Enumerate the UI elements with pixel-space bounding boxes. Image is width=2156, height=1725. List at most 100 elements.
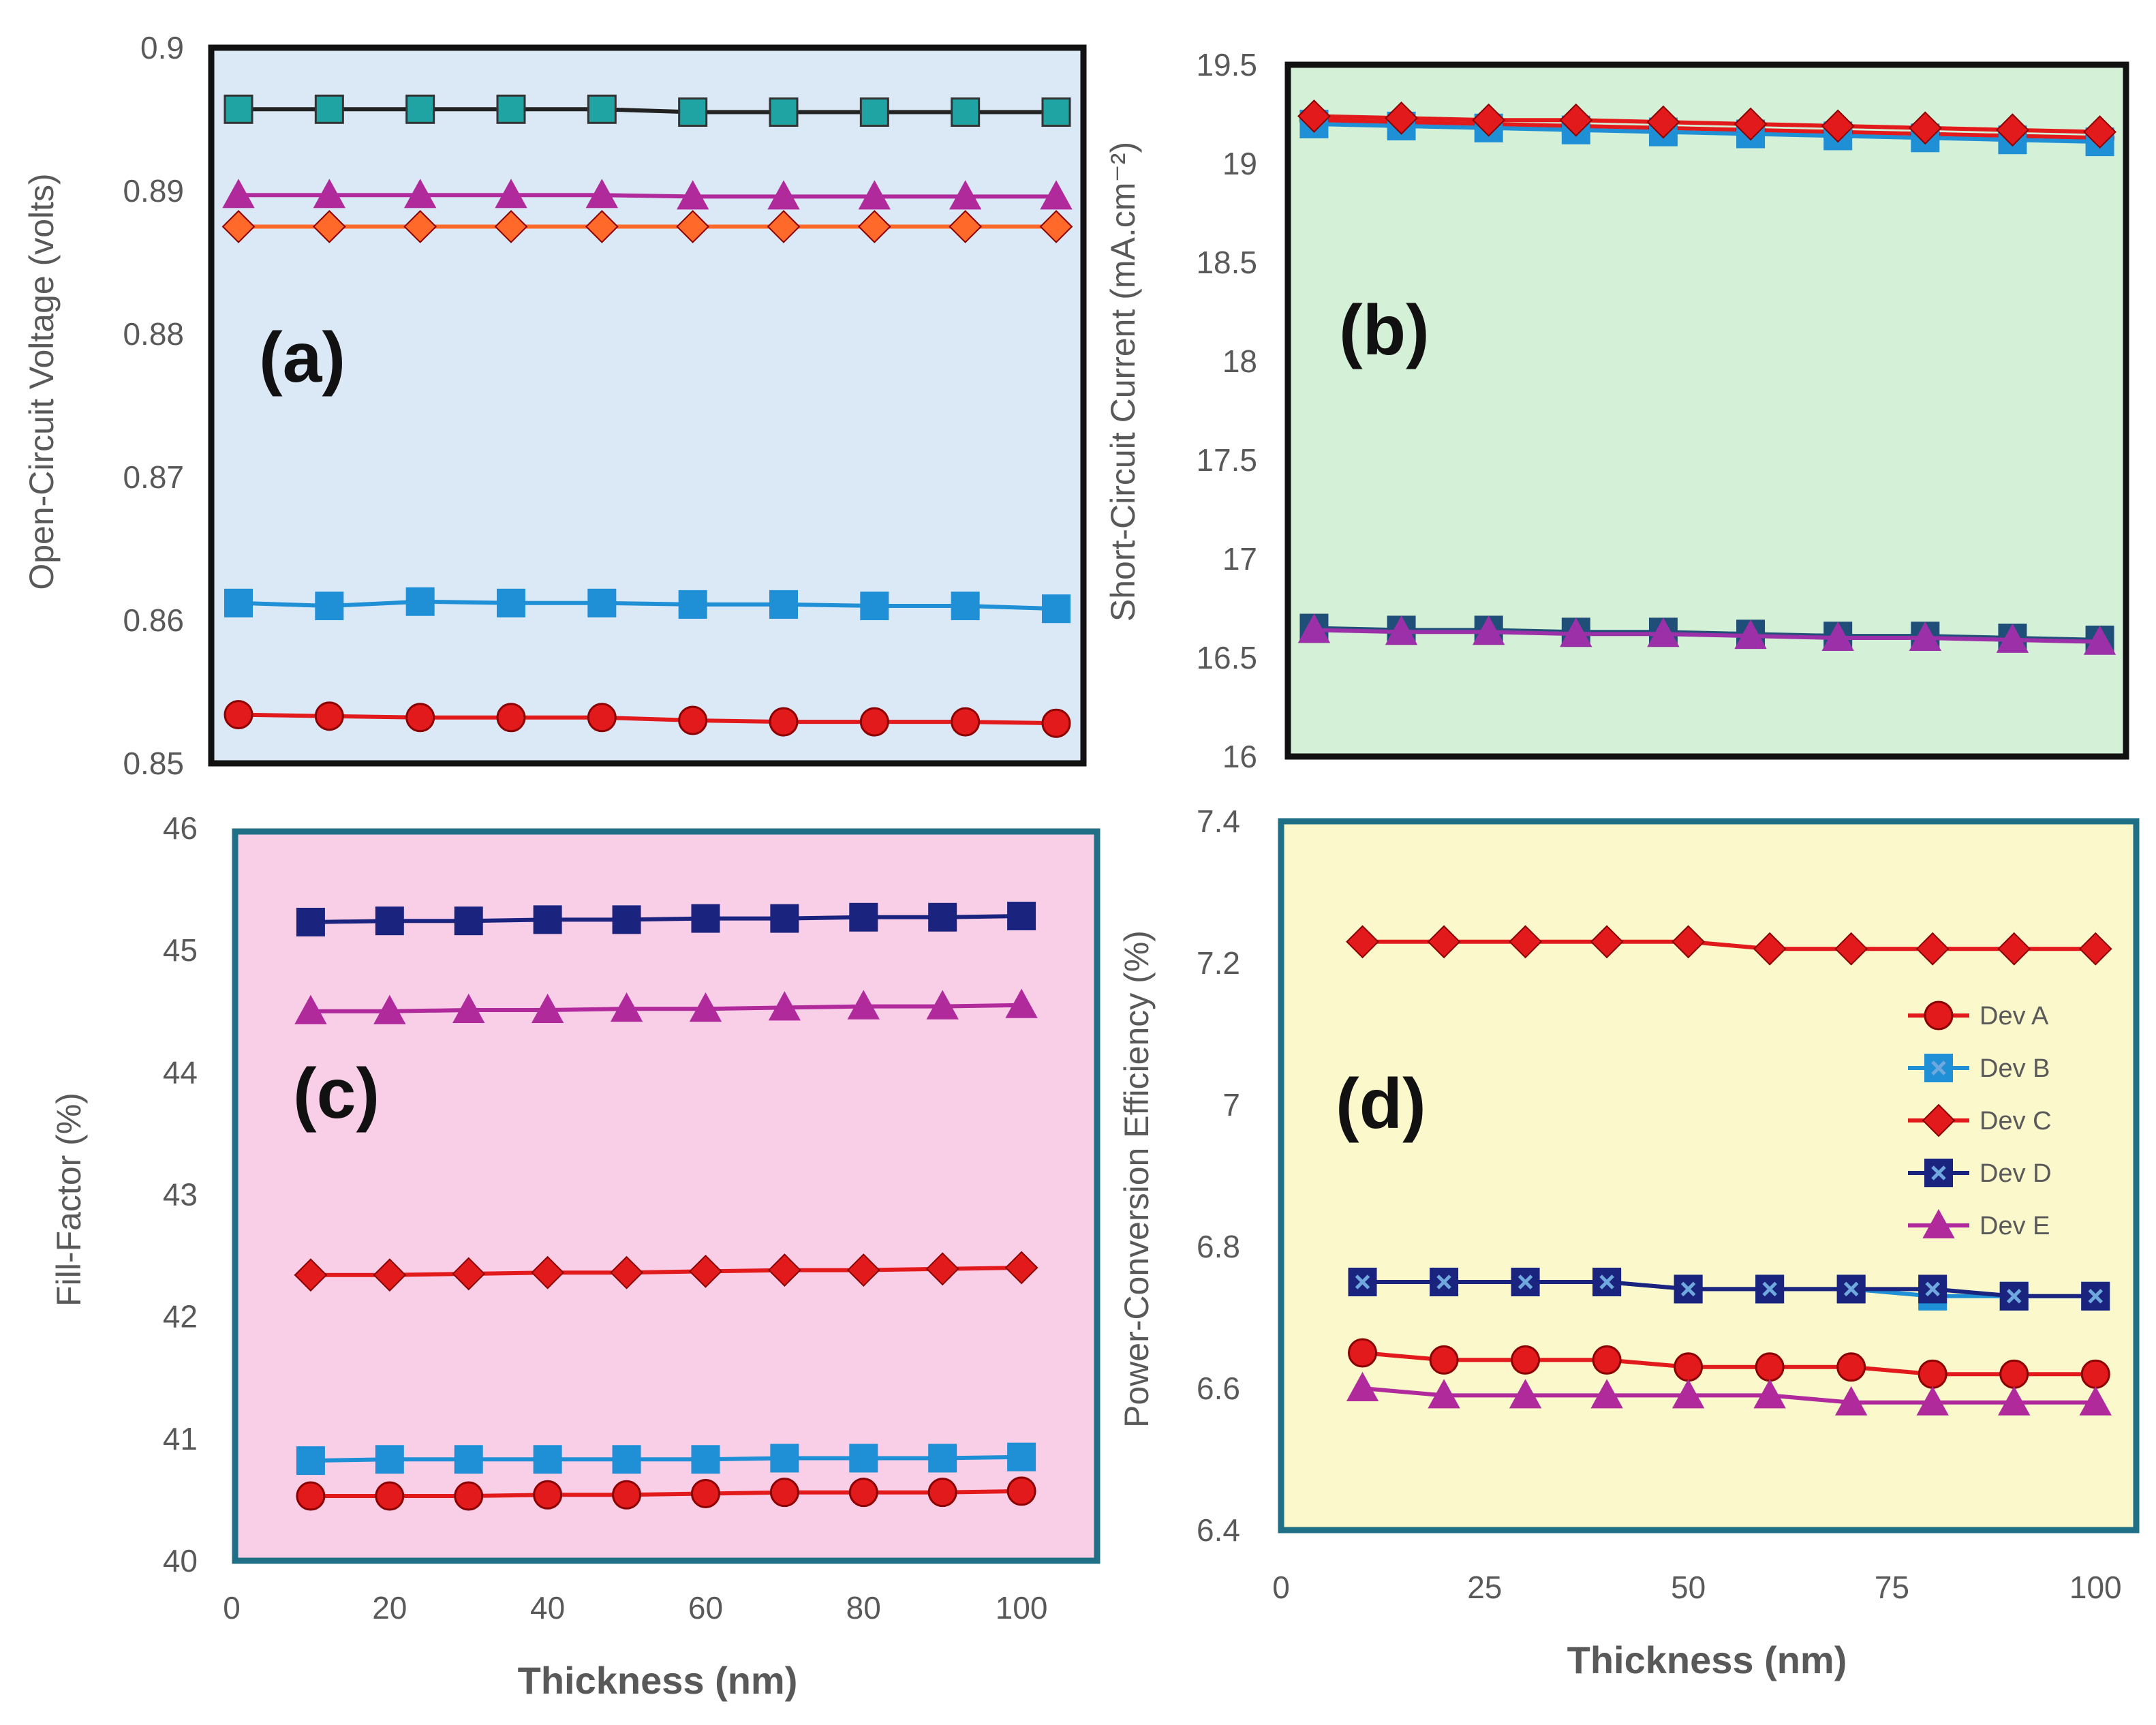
data-point — [224, 700, 253, 730]
panel-b-frame — [1284, 61, 2129, 760]
data-point — [846, 1253, 880, 1287]
data-point — [1385, 101, 1418, 135]
panel-c: 40 41 42 43 44 45 46 0 20 40 60 80 100 Fill-Factor (%… — [50, 810, 1100, 1702]
data-point — [769, 97, 799, 127]
panel-label: (d) — [1336, 1065, 1426, 1144]
data-point — [312, 210, 346, 243]
data-point — [403, 179, 437, 209]
data-point — [927, 1478, 957, 1508]
y-tick-label: 7 — [1222, 1087, 1240, 1123]
data-point — [925, 1252, 959, 1286]
data-point — [1348, 1268, 1377, 1296]
data-point — [689, 1254, 722, 1288]
series-line — [1362, 1280, 2096, 1298]
data-point — [1672, 1379, 1705, 1409]
series-b-dev-c — [1297, 99, 2116, 149]
data-point — [1041, 97, 1071, 127]
data-point — [1918, 1359, 1947, 1389]
y-tick-label: 18 — [1222, 344, 1257, 379]
data-point — [678, 97, 708, 127]
data-point — [1039, 210, 1073, 243]
panel-a-frame — [208, 44, 1087, 767]
data-point — [767, 180, 800, 210]
data-point — [1042, 594, 1071, 624]
data-point — [495, 179, 527, 209]
x-tick-label: 100 — [996, 1590, 1048, 1625]
series-d-dev-a — [1348, 1338, 2110, 1389]
data-point — [1753, 932, 1787, 966]
data-point — [1755, 1352, 1785, 1382]
series-d-dev-e — [1346, 1371, 2112, 1416]
data-point — [1472, 103, 1506, 137]
y-axis-label: Open-Circuit Voltage (volts) — [22, 173, 61, 590]
panel-label: (a) — [259, 318, 345, 397]
data-point — [1297, 99, 1331, 133]
data-point — [494, 210, 528, 243]
series-line — [238, 107, 1056, 115]
data-point — [496, 703, 526, 733]
data-point — [587, 703, 617, 733]
panel-a: 0.85 0.86 0.87 0.88 0.89 0.9 Open-Circuit Volt… — [22, 30, 1087, 781]
x-tick-label: 20 — [372, 1590, 407, 1625]
data-point — [587, 94, 617, 124]
x-tick-label: 75 — [1875, 1570, 1909, 1605]
series-line — [310, 1266, 1022, 1277]
series-b-dev-e — [1297, 613, 2116, 655]
data-point — [1909, 621, 1942, 651]
series-c-dev-d — [296, 902, 1036, 936]
y-tick-label: 43 — [163, 1177, 198, 1212]
data-point — [1997, 932, 2031, 966]
data-point — [452, 1257, 486, 1291]
data-point — [1041, 708, 1071, 738]
data-point — [224, 94, 253, 124]
data-point — [587, 588, 617, 617]
y-axis-label: Power-Conversion Efficiency (%) — [1118, 930, 1156, 1428]
y-tick-label: 45 — [163, 932, 198, 968]
legend-entry: Dev E — [1908, 1208, 2050, 1240]
data-point — [1734, 107, 1768, 141]
data-point — [1040, 180, 1073, 210]
legend: Dev A Dev B Dev C Dev D Dev E — [1908, 1001, 2052, 1240]
data-point — [1915, 932, 1950, 966]
data-point — [1428, 1379, 1460, 1409]
series-line — [1314, 628, 2100, 644]
series-a-dev-e — [222, 179, 1073, 210]
data-point — [296, 1446, 325, 1476]
data-point — [1674, 1274, 1703, 1304]
legend-entry: Dev B — [1908, 1054, 2050, 1083]
series-line — [1314, 122, 2100, 144]
x-tick-label: 60 — [688, 1590, 723, 1625]
data-point — [221, 210, 256, 243]
data-point — [859, 707, 889, 737]
data-point — [1999, 1281, 2029, 1311]
series-line — [1362, 1351, 2096, 1377]
data-point — [860, 592, 889, 620]
legend-marker — [1924, 1054, 1953, 1082]
data-point — [769, 707, 799, 737]
data-point — [585, 210, 619, 243]
legend-label: Dev D — [1980, 1159, 2052, 1188]
data-point — [689, 992, 722, 1022]
y-tick-label: 0.87 — [123, 459, 184, 495]
data-point — [858, 180, 891, 210]
y-axis-label: Short-Circuit Current (mA.cm⁻²) — [1104, 142, 1142, 622]
series-a-dev-b — [224, 587, 1071, 624]
data-point — [2079, 1386, 2112, 1416]
series-line — [310, 1003, 1022, 1013]
data-point — [770, 1444, 799, 1473]
data-point — [375, 906, 404, 936]
series-c-dev-a — [296, 1476, 1036, 1511]
x-tick-label: 25 — [1467, 1570, 1502, 1605]
data-point — [314, 701, 344, 731]
data-point — [1005, 988, 1038, 1018]
data-point — [496, 94, 526, 124]
series-d-dev-c — [1346, 925, 2112, 966]
legend-marker — [1924, 1159, 1953, 1187]
data-point — [767, 210, 801, 243]
data-point — [690, 1478, 720, 1508]
data-point — [1007, 1442, 1036, 1471]
data-point — [1590, 925, 1624, 959]
y-tick-label: 6.4 — [1197, 1512, 1240, 1548]
series-d-dev-d — [1348, 1268, 2110, 1311]
legend-marker — [1924, 1001, 1954, 1031]
